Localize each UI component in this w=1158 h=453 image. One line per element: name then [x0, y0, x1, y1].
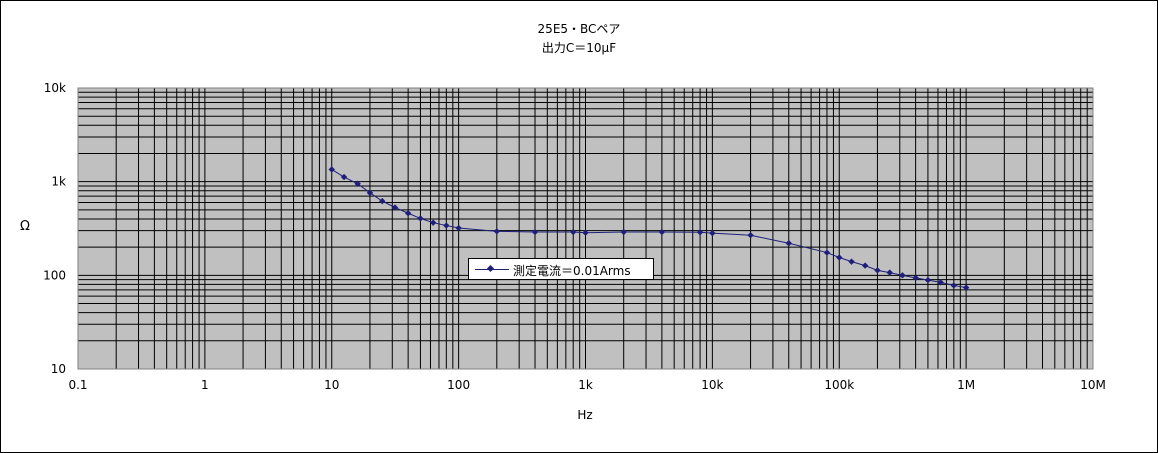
x-tick-label: 100k: [824, 378, 854, 392]
data-point: [836, 254, 843, 261]
chart-subtitle: 出力C＝10μF: [541, 41, 617, 55]
plot-border: [77, 87, 1094, 370]
data-point: [950, 282, 958, 289]
data-point: [620, 228, 627, 236]
x-tick-label: 0.1: [68, 378, 87, 392]
data-point: [874, 267, 881, 274]
y-tick-label: 10k: [44, 81, 66, 95]
data-point: [962, 284, 970, 291]
data-point: [823, 249, 831, 256]
x-tick-label: 100: [447, 378, 470, 392]
data-point: [455, 224, 462, 232]
data-point: [379, 197, 386, 205]
data-point: [582, 229, 589, 236]
data-point: [861, 262, 869, 269]
data-point: [531, 228, 539, 236]
data-point: [848, 258, 855, 265]
data-point: [366, 189, 374, 197]
data-point: [658, 228, 666, 236]
x-tick-label: 10M: [1080, 378, 1106, 392]
y-axis-label: Ω: [20, 219, 30, 234]
x-tick-label: 1: [201, 378, 209, 392]
data-point: [937, 279, 944, 286]
data-point: [328, 166, 335, 173]
data-point: [417, 215, 424, 222]
x-axis-label: Hz: [577, 408, 593, 422]
data-point: [443, 222, 450, 229]
data-point: [709, 229, 716, 237]
data-point: [899, 272, 906, 279]
data-point: [340, 173, 348, 181]
data-point: [886, 269, 893, 276]
data-point: [354, 180, 361, 187]
data-point: [747, 232, 754, 239]
legend: 測定電流＝0.01Arms: [468, 258, 654, 280]
x-tick-label: 10: [324, 378, 339, 392]
y-tick-label: 10: [51, 362, 66, 376]
x-tick-label: 1k: [578, 378, 593, 392]
x-tick-label: 10k: [701, 378, 723, 392]
data-point: [404, 210, 412, 217]
data-point: [391, 204, 399, 211]
data-point: [912, 274, 919, 282]
data-point: [924, 276, 932, 284]
chart-title: 25E5・BCペア: [537, 22, 621, 36]
data-point: [696, 229, 704, 236]
data-point: [785, 240, 792, 247]
x-tick-label: 1M: [957, 378, 975, 392]
legend-diamond-marker: [486, 264, 495, 273]
y-tick-label: 1k: [51, 175, 66, 189]
data-point: [570, 228, 577, 236]
y-tick-label: 100: [43, 268, 66, 282]
data-point: [429, 219, 437, 226]
data-point: [493, 228, 501, 235]
legend-series-label: 測定電流＝0.01Arms: [513, 264, 631, 278]
